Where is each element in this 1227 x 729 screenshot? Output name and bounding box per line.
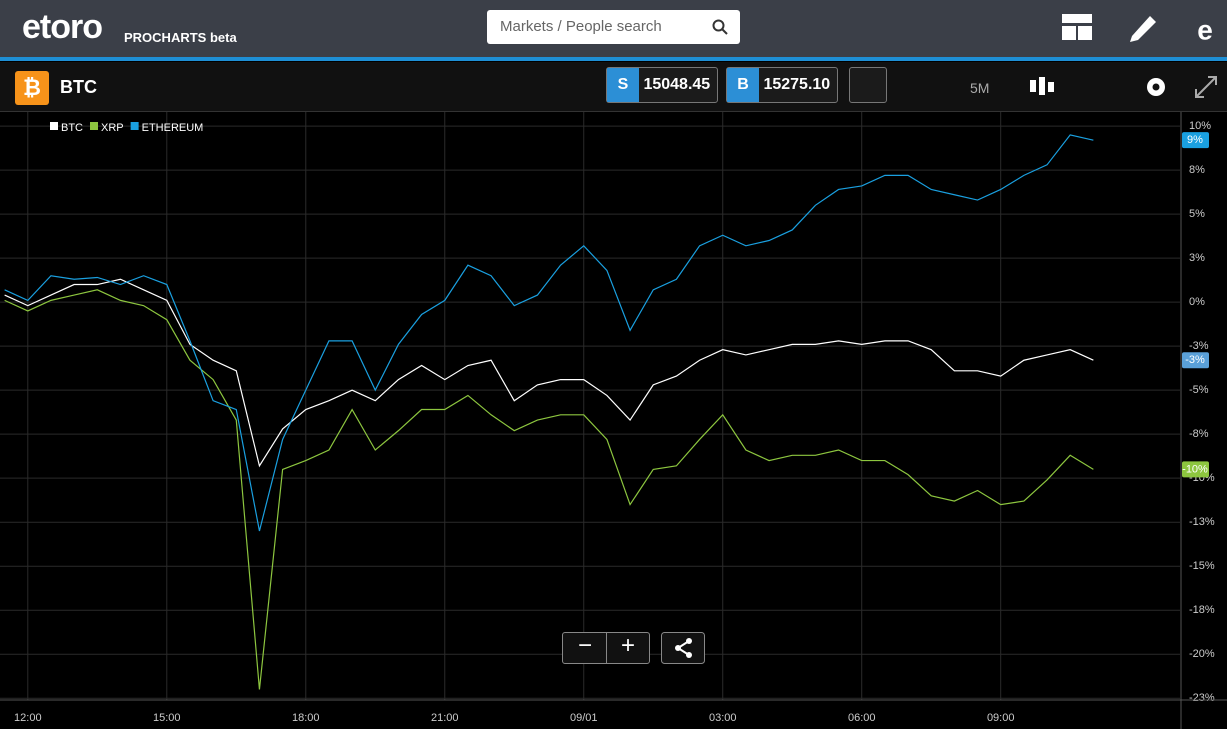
share-button[interactable] [661,632,705,664]
x-tick-label: 15:00 [153,712,181,724]
y-tick-label: -18% [1189,604,1215,616]
toolbar: ₿ BTC S 15048.45 B 15275.10 5M [0,62,1227,112]
buy-button[interactable]: B 15275.10 [726,67,838,103]
y-tick-label: -20% [1189,648,1215,660]
layout-icon[interactable] [1062,14,1092,40]
settings-icon[interactable] [1144,75,1168,99]
svg-text:e: e [1197,14,1213,44]
series-line [4,278,1094,468]
series-line [4,134,1094,532]
last-value-badge [1182,461,1209,478]
y-tick-label: -5% [1189,384,1209,396]
product-name: PROCHARTS beta [124,30,237,45]
zoom-out[interactable]: − [578,632,593,659]
zoom-in[interactable]: + [621,632,636,659]
symbol: BTC [60,77,97,97]
y-tick-label: 10% [1189,120,1211,132]
buy-label: B [727,68,759,102]
y-tick-label: 0% [1189,296,1205,308]
last-value-label: -10% [1182,463,1208,475]
legend-label: XRP [101,122,124,134]
legend-swatch [90,122,98,130]
legend-swatch [130,122,139,130]
y-tick-label: 8% [1189,164,1205,176]
search-icon [712,19,728,35]
sell-button[interactable]: S 15048.45 [606,67,718,103]
interval[interactable]: 5M [970,80,990,96]
crosshair-button[interactable] [849,67,887,103]
last-value-badge [1182,132,1209,149]
last-value-label: 9% [1187,134,1203,146]
y-tick-label: -13% [1189,516,1215,528]
series-line [4,289,1094,690]
search-placeholder: Markets / People search [500,18,662,35]
x-tick-label: 09/01 [570,712,598,724]
etoro-icon[interactable]: e [1190,10,1220,44]
draw-icon[interactable] [1126,10,1160,44]
y-tick-label: -8% [1189,428,1209,440]
candle-icon[interactable] [1027,74,1057,100]
y-tick-label: 3% [1189,252,1205,264]
last-value-label: -3% [1185,354,1205,366]
buy-price: 15275.10 [763,76,831,93]
sell-label: S [607,68,639,102]
legend-swatch [50,122,58,130]
x-tick-label: 18:00 [292,712,320,724]
x-tick-label: 12:00 [14,712,42,724]
x-tick-label: 03:00 [709,712,737,724]
top-bar: etoro PROCHARTS beta Markets / People se… [0,0,1227,61]
x-tick-label: 21:00 [431,712,459,724]
zoom-controls: − + [562,632,650,664]
chart: 10% 8% 5% 3% 0% -3% -5% -8% -10% -13% -15% -18% -20%… [0,112,1227,729]
y-tick-label: -15% [1189,560,1215,572]
y-tick-label: 5% [1189,208,1205,220]
y-tick-label: -3% [1189,340,1209,352]
last-value-badge [1182,352,1209,369]
btc-icon: ₿ [15,71,49,105]
search-box[interactable]: Markets / People search [487,10,740,44]
sell-price: 15048.45 [643,76,711,93]
y-tick-label: -23% [1189,692,1215,704]
expand-icon[interactable] [1194,75,1218,99]
x-tick-label: 09:00 [987,712,1015,724]
logo[interactable]: etoro [22,8,103,46]
legend-label: ETHEREUM [142,122,204,134]
x-tick-label: 06:00 [848,712,876,724]
legend-label: BTC [61,122,83,134]
